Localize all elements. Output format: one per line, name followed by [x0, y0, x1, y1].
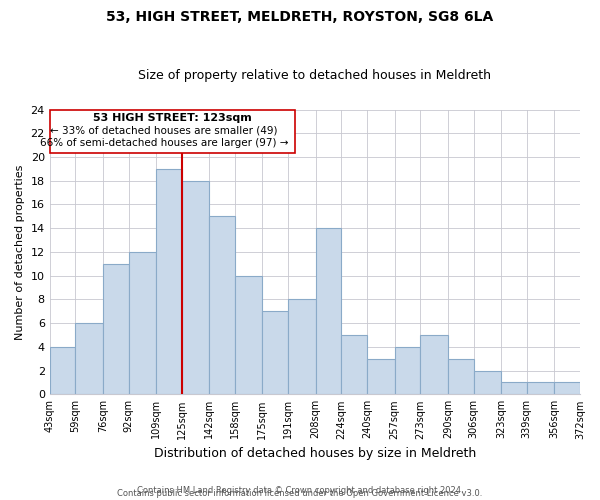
Bar — [156, 169, 182, 394]
Bar — [288, 300, 316, 394]
Bar — [76, 323, 103, 394]
Text: ← 33% of detached houses are smaller (49): ← 33% of detached houses are smaller (49… — [50, 126, 278, 136]
Bar — [554, 382, 580, 394]
Text: Contains public sector information licensed under the Open Government Licence v3: Contains public sector information licen… — [118, 488, 482, 498]
Bar — [395, 347, 421, 395]
Bar — [103, 264, 128, 394]
Text: Contains HM Land Registry data © Crown copyright and database right 2024.: Contains HM Land Registry data © Crown c… — [137, 486, 463, 495]
X-axis label: Distribution of detached houses by size in Meldreth: Distribution of detached houses by size … — [154, 447, 476, 460]
Bar — [421, 335, 448, 394]
Bar — [473, 370, 501, 394]
Bar — [448, 358, 473, 394]
Bar — [316, 228, 341, 394]
Bar — [341, 335, 367, 394]
Title: Size of property relative to detached houses in Meldreth: Size of property relative to detached ho… — [139, 69, 491, 82]
Bar — [182, 180, 209, 394]
Bar — [527, 382, 554, 394]
Bar — [128, 252, 156, 394]
Bar — [209, 216, 235, 394]
Bar — [50, 110, 295, 154]
Y-axis label: Number of detached properties: Number of detached properties — [15, 164, 25, 340]
Bar — [367, 358, 395, 394]
Bar — [501, 382, 527, 394]
Text: 66% of semi-detached houses are larger (97) →: 66% of semi-detached houses are larger (… — [40, 138, 289, 148]
Bar — [50, 347, 76, 395]
Bar — [262, 312, 288, 394]
Text: 53, HIGH STREET, MELDRETH, ROYSTON, SG8 6LA: 53, HIGH STREET, MELDRETH, ROYSTON, SG8 … — [106, 10, 494, 24]
Bar — [235, 276, 262, 394]
Text: 53 HIGH STREET: 123sqm: 53 HIGH STREET: 123sqm — [93, 113, 251, 123]
